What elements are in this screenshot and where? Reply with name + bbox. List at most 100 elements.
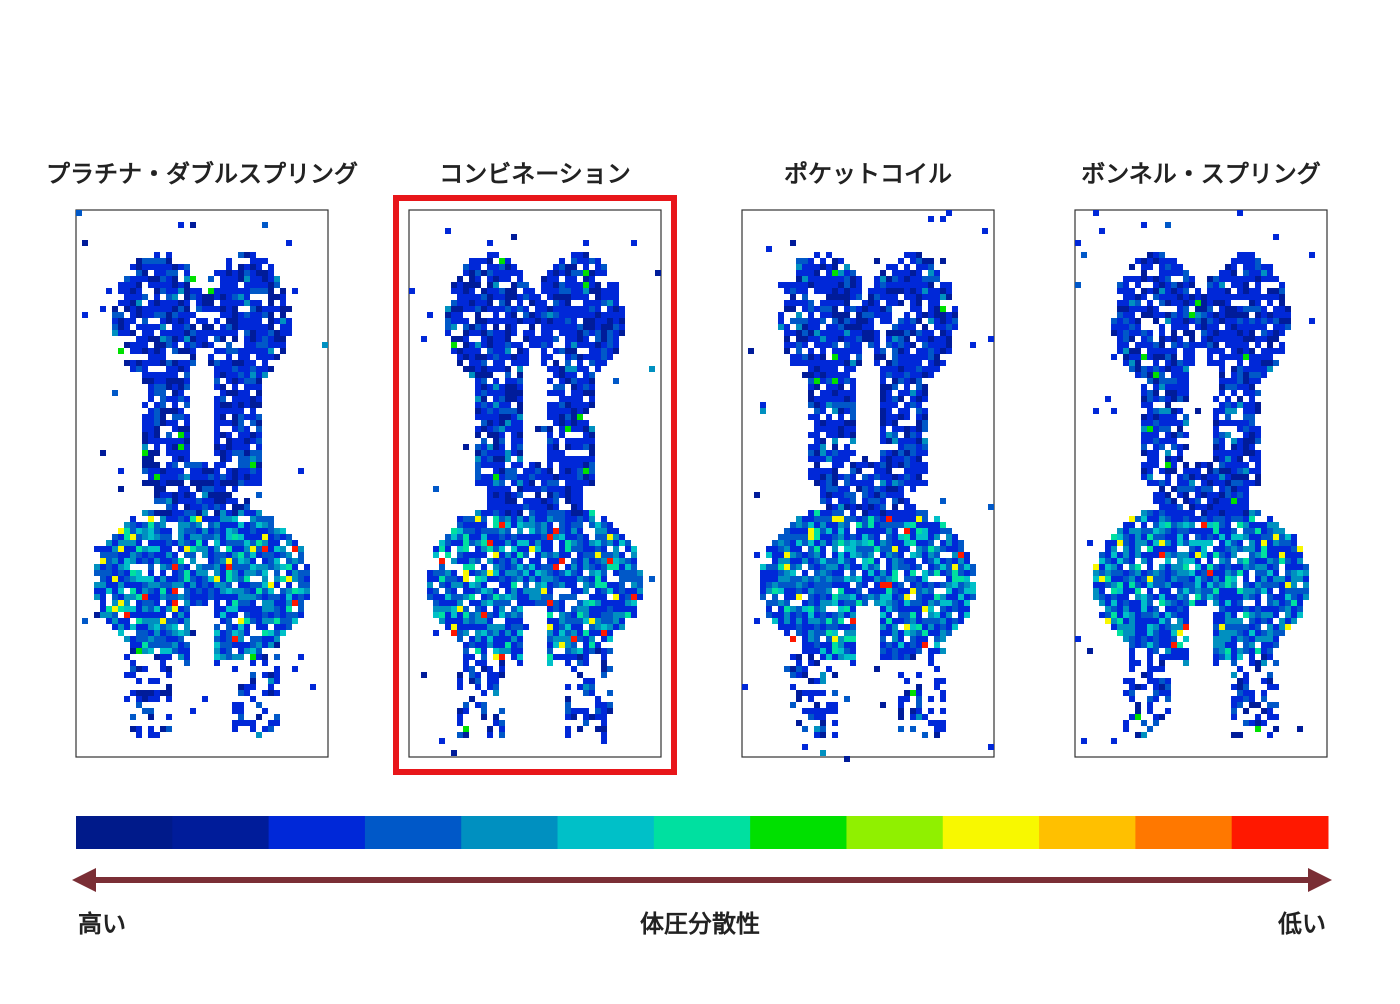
pressure-cell	[880, 582, 886, 588]
pressure-cell	[553, 414, 559, 420]
pressure-cell	[505, 288, 511, 294]
pressure-cell	[475, 660, 481, 666]
pressure-cell	[523, 534, 529, 540]
pressure-cell	[148, 678, 154, 684]
pressure-cell	[874, 492, 880, 498]
pressure-cell	[565, 684, 571, 690]
pressure-cell	[583, 714, 589, 720]
pressure-cell	[766, 246, 772, 252]
pressure-cell	[916, 708, 922, 714]
pressure-cell	[190, 516, 196, 522]
pressure-cell	[571, 540, 577, 546]
pressure-cell	[559, 534, 565, 540]
pressure-cell	[256, 396, 262, 402]
pressure-cell	[904, 558, 910, 564]
pressure-cell	[136, 696, 142, 702]
pressure-cell	[1273, 288, 1279, 294]
pressure-cell	[1249, 252, 1255, 258]
pressure-cell	[796, 282, 802, 288]
pressure-cell	[298, 612, 304, 618]
pressure-cell	[784, 624, 790, 630]
pressure-cell	[214, 420, 220, 426]
pressure-cell	[451, 528, 457, 534]
pressure-cell	[916, 378, 922, 384]
pressure-cell	[940, 318, 946, 324]
pressure-cell	[505, 324, 511, 330]
pressure-cell	[250, 348, 256, 354]
pressure-cell	[184, 564, 190, 570]
pressure-cell	[493, 276, 499, 282]
pressure-cell	[214, 612, 220, 618]
pressure-cell	[268, 564, 274, 570]
pressure-cell	[577, 288, 583, 294]
pressure-cell	[493, 450, 499, 456]
pressure-cell	[1165, 408, 1171, 414]
pressure-cell	[154, 624, 160, 630]
pressure-cell	[226, 498, 232, 504]
pressure-cell	[475, 552, 481, 558]
pressure-cell	[595, 522, 601, 528]
pressure-cell	[589, 648, 595, 654]
pressure-cell	[820, 588, 826, 594]
pressure-cell	[172, 444, 178, 450]
pressure-cell	[220, 534, 226, 540]
pressure-cell	[517, 570, 523, 576]
pressure-cell	[523, 624, 529, 630]
pressure-cell	[499, 720, 505, 726]
pressure-cell	[595, 606, 601, 612]
pressure-cell	[577, 342, 583, 348]
pressure-cell	[148, 636, 154, 642]
pressure-cell	[862, 528, 868, 534]
pressure-cell	[505, 270, 511, 276]
pressure-cell	[625, 564, 631, 570]
pressure-cell	[808, 312, 814, 318]
pressure-cell	[892, 516, 898, 522]
pressure-cell	[1153, 354, 1159, 360]
pressure-cell	[826, 480, 832, 486]
pressure-cell	[184, 420, 190, 426]
pressure-cell	[1213, 294, 1219, 300]
pressure-cell	[499, 390, 505, 396]
pressure-cell	[802, 300, 808, 306]
pressure-cell	[268, 336, 274, 342]
pressure-cell	[958, 564, 964, 570]
pressure-cell	[499, 522, 505, 528]
pressure-cell	[196, 564, 202, 570]
pressure-cell	[1249, 324, 1255, 330]
pressure-cell	[1165, 366, 1171, 372]
pressure-cell	[505, 336, 511, 342]
pressure-cell	[250, 726, 256, 732]
pressure-cell	[463, 576, 469, 582]
pressure-cell	[481, 366, 487, 372]
pressure-cell	[457, 672, 463, 678]
pressure-cell	[214, 576, 220, 582]
pressure-cell	[904, 294, 910, 300]
pressure-cell	[463, 366, 469, 372]
pressure-cell	[1243, 354, 1249, 360]
pressure-cell	[142, 444, 148, 450]
pressure-cell	[202, 516, 208, 522]
pressure-cell	[238, 324, 244, 330]
pressure-cell	[1243, 288, 1249, 294]
pressure-cell	[184, 540, 190, 546]
pressure-cell	[595, 360, 601, 366]
pressure-cell	[844, 612, 850, 618]
pressure-cell	[226, 654, 232, 660]
pressure-cell	[796, 618, 802, 624]
pressure-cell	[934, 534, 940, 540]
pressure-cell	[160, 534, 166, 540]
pressure-cell	[1243, 294, 1249, 300]
pressure-cell	[796, 546, 802, 552]
pressure-cell	[220, 582, 226, 588]
pressure-cell	[595, 696, 601, 702]
pressure-cell	[826, 360, 832, 366]
pressure-cell	[493, 456, 499, 462]
pressure-cell	[172, 510, 178, 516]
pressure-cell	[511, 558, 517, 564]
pressure-cell	[886, 654, 892, 660]
pressure-cell	[796, 558, 802, 564]
pressure-cell	[469, 264, 475, 270]
pressure-cell	[910, 330, 916, 336]
pressure-cell	[172, 288, 178, 294]
pressure-cell	[118, 330, 124, 336]
